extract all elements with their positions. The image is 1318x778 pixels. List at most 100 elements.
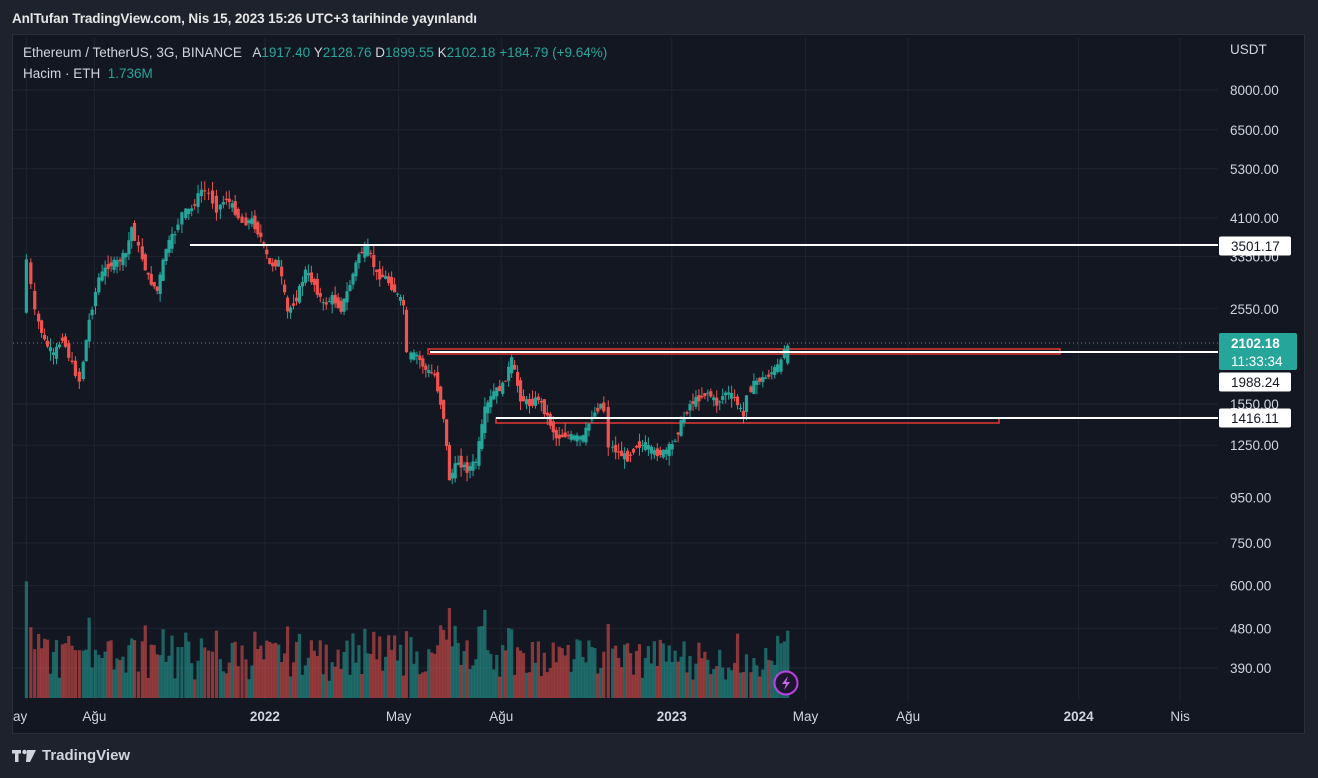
volume-bar xyxy=(575,639,579,698)
y-tick-label: 5300.00 xyxy=(1230,162,1279,177)
volume-bar xyxy=(207,650,211,698)
y-tick-label: 6500.00 xyxy=(1230,123,1279,138)
candle-body xyxy=(480,424,484,449)
volume-bar xyxy=(569,671,573,698)
tradingview-logo-icon xyxy=(12,747,36,764)
lightning-icon[interactable] xyxy=(773,670,799,696)
volume-bar xyxy=(124,672,128,698)
volume-bar xyxy=(530,641,535,698)
candle-body xyxy=(501,382,505,394)
candle-body xyxy=(259,232,263,237)
candle-body xyxy=(625,450,630,462)
candle-body xyxy=(515,371,520,386)
volume-bar xyxy=(167,655,171,698)
y-tick-label: 2550.00 xyxy=(1230,302,1279,317)
volume-bar xyxy=(661,643,665,698)
candle-body xyxy=(363,246,367,258)
candle-body xyxy=(741,410,746,417)
candle-body xyxy=(477,441,481,466)
candle-body xyxy=(706,392,710,394)
level-tag-3501: 3501.17 xyxy=(1231,239,1280,254)
volume-bar xyxy=(250,665,254,698)
candle-body xyxy=(265,249,269,255)
candle-body xyxy=(384,276,388,279)
y-tick-label: 390.00 xyxy=(1230,661,1271,676)
candle-body xyxy=(649,446,653,454)
tradingview-brand[interactable]: TradingView xyxy=(12,747,130,764)
volume-bar xyxy=(584,662,588,698)
legend-close-key: K xyxy=(437,45,447,60)
candle-body xyxy=(755,380,759,385)
candle-body xyxy=(749,386,753,392)
legend-symbol[interactable]: Ethereum / TetherUS, 3G, BINANCE xyxy=(23,45,242,60)
y-tick-label: 600.00 xyxy=(1230,579,1271,594)
candle-body xyxy=(587,423,591,431)
volume-bar xyxy=(727,667,731,698)
candle-body xyxy=(436,372,440,392)
volume-bar xyxy=(637,644,642,698)
volume-bar xyxy=(253,631,257,698)
volume-bar xyxy=(735,633,740,698)
volume-bar xyxy=(741,672,746,698)
candle-body xyxy=(33,290,37,310)
volume-bar xyxy=(184,632,188,698)
volume-bar xyxy=(173,678,177,698)
candle-body xyxy=(492,391,496,400)
volume-bar xyxy=(718,649,722,698)
volume-bar xyxy=(424,671,428,698)
candle-body xyxy=(667,444,671,457)
volume-bar xyxy=(770,660,774,698)
candle-body xyxy=(60,337,65,341)
legend-low-key: D xyxy=(375,45,386,60)
volume-bar xyxy=(563,655,567,698)
y-tick-label: 4100.00 xyxy=(1230,211,1279,226)
volume-bar xyxy=(70,645,74,698)
candle-body xyxy=(167,239,171,253)
candle-body xyxy=(143,254,147,271)
candle-body xyxy=(173,234,177,236)
candle-body xyxy=(551,421,555,433)
candle-body xyxy=(103,267,107,277)
candle-body xyxy=(224,198,228,200)
volume-bar xyxy=(309,640,313,698)
candle-body xyxy=(227,198,231,202)
volume-bar xyxy=(224,673,228,698)
volume-bar xyxy=(536,641,540,698)
candle-body xyxy=(483,406,487,434)
candle-body xyxy=(468,466,472,471)
candle-body xyxy=(336,297,340,308)
volume-bar xyxy=(578,640,582,698)
volume-bar xyxy=(280,662,284,698)
legend-change: +184.79 (+9.64%) xyxy=(499,45,608,60)
chart-area[interactable] xyxy=(12,34,1305,734)
volume-bar xyxy=(271,643,275,698)
x-tick-label: May xyxy=(386,709,412,724)
candle-body xyxy=(342,298,346,312)
candle-body xyxy=(590,419,594,421)
candle-body xyxy=(291,303,296,306)
volume-bar xyxy=(63,643,67,698)
volume-bar xyxy=(265,640,269,698)
candle-body xyxy=(345,291,349,303)
volume-bar xyxy=(324,644,328,698)
candle-body xyxy=(744,395,749,412)
volume-bar xyxy=(40,648,44,698)
candle-body xyxy=(54,346,59,359)
candle-body xyxy=(37,313,41,322)
candle-body xyxy=(118,259,122,262)
candle-body xyxy=(513,364,517,370)
volume-label[interactable]: Hacim · ETH xyxy=(23,66,101,81)
volume-bar xyxy=(81,650,85,698)
volume-bar xyxy=(593,648,597,698)
candle-body xyxy=(652,450,656,455)
candle-body xyxy=(554,430,558,439)
candle-body xyxy=(280,266,284,277)
candle-body xyxy=(530,398,535,406)
candle-body xyxy=(539,400,543,403)
candle-body xyxy=(752,380,756,394)
volume-bar xyxy=(67,636,71,698)
candle-body xyxy=(176,224,180,230)
candle-body xyxy=(67,343,71,358)
volume-bar xyxy=(643,657,648,698)
